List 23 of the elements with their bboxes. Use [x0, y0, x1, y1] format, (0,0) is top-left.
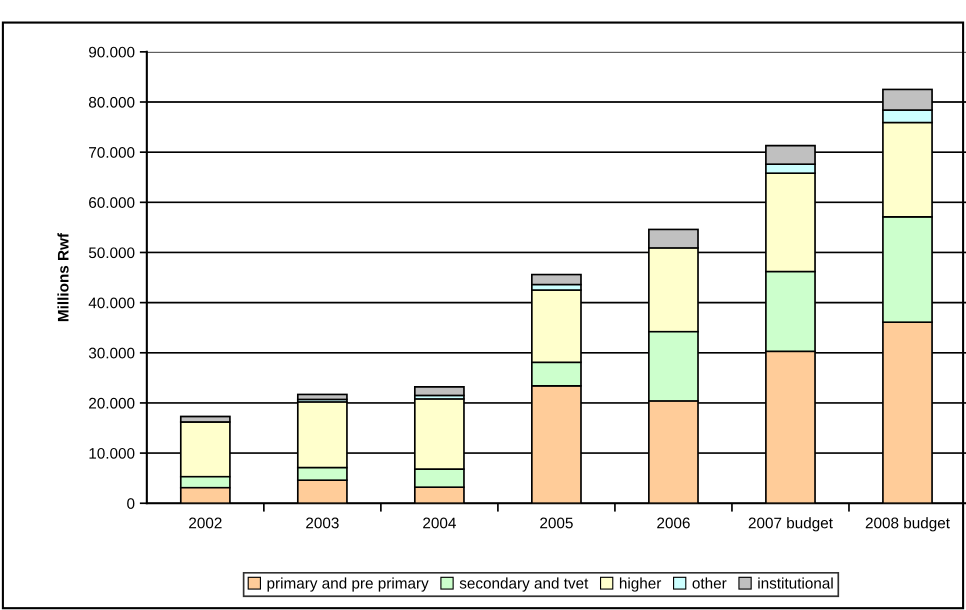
- legend-label: primary and pre primary: [268, 577, 429, 592]
- x-tick-label: 2006: [657, 518, 690, 528]
- legend-label: higher: [620, 577, 662, 592]
- y-tick-label: 70.000: [89, 147, 134, 158]
- legend-label: other: [692, 577, 726, 589]
- y-tick-label: 0: [127, 498, 134, 509]
- x-tick-label: 2004: [423, 518, 456, 528]
- y-tick-label: 30.000: [88, 348, 134, 358]
- y-tick-label: 50.000: [88, 247, 134, 258]
- x-tick-label: 2005: [540, 518, 573, 528]
- x-tick-label: 2003: [306, 518, 339, 528]
- y-tick-label: 40.000: [88, 297, 134, 308]
- y-tick-label: 10.000: [89, 448, 134, 459]
- y-tick-label: 80.000: [88, 96, 134, 108]
- y-tick-label: 90.000: [89, 46, 134, 58]
- x-tick-label: 2008 budget: [866, 517, 950, 532]
- y-tick-label: 20.000: [89, 398, 134, 409]
- legend-label: secondary and tvet: [460, 577, 588, 592]
- x-tick-label: 2002: [189, 518, 222, 528]
- x-tick-label: 2007 budget: [748, 517, 833, 532]
- legend-label: institutional: [758, 577, 833, 589]
- y-tick-label: 60.000: [89, 197, 134, 208]
- y-axis-title: Millions Rwf: [57, 232, 69, 322]
